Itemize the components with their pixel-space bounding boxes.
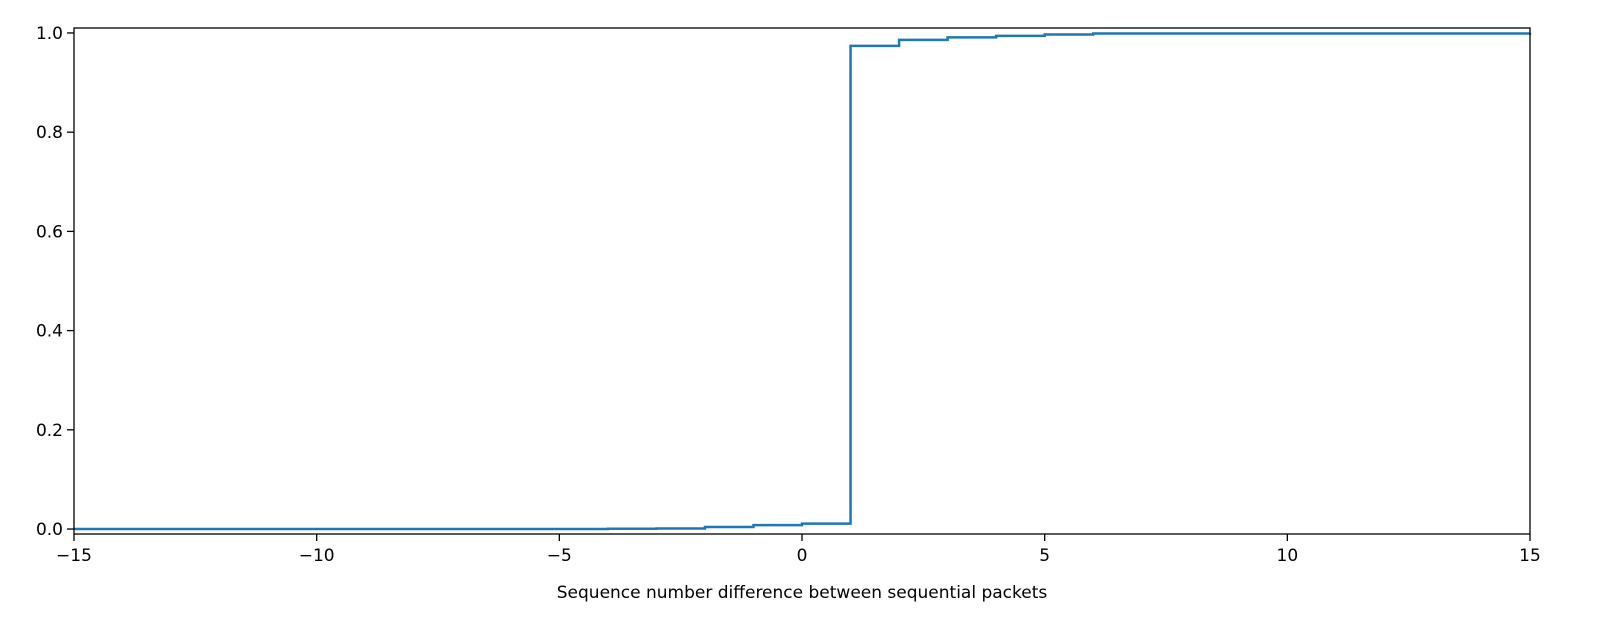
- x-tick-label: 10: [1277, 546, 1299, 566]
- y-tick-label: 0.8: [36, 123, 63, 143]
- plot-area: [74, 28, 1530, 534]
- y-tick-label: 1.0: [36, 24, 63, 44]
- plot-frame: [73, 27, 1531, 535]
- x-tick-label: −15: [56, 546, 92, 566]
- y-axis: 0.0 0.2 0.4 0.6 0.8 1.0: [36, 24, 74, 540]
- x-axis: −15 −10 −5 0 5 10 15: [56, 534, 1541, 566]
- y-tick-label: 0.2: [36, 421, 63, 441]
- x-axis-label: Sequence number difference between seque…: [557, 583, 1048, 603]
- x-tick-label: 15: [1519, 546, 1541, 566]
- x-tick-label: 5: [1039, 546, 1050, 566]
- y-tick-label: 0.6: [36, 222, 63, 242]
- x-tick-label: 0: [797, 546, 808, 566]
- y-tick-label: 0.0: [36, 520, 63, 540]
- x-tick-label: −5: [547, 546, 572, 566]
- y-tick-label: 0.4: [36, 322, 63, 342]
- cdf-series-line: [74, 32, 1532, 531]
- x-tick-label: −10: [299, 546, 335, 566]
